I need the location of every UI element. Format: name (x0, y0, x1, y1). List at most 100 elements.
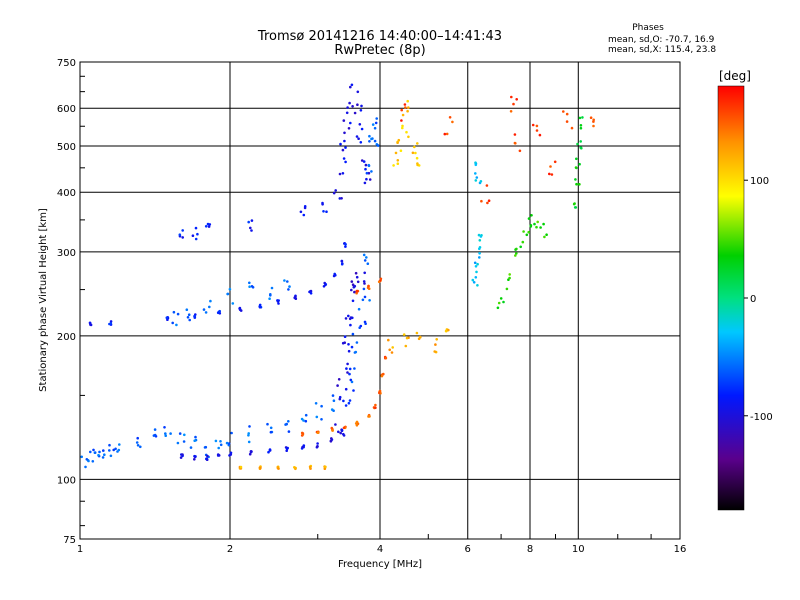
data-point (348, 367, 352, 371)
data-point (164, 432, 167, 435)
data-point (238, 307, 241, 310)
data-point (334, 189, 338, 192)
data-point (109, 322, 113, 325)
data-point (114, 447, 117, 451)
data-point (487, 199, 491, 202)
data-point (355, 424, 359, 427)
data-point (165, 316, 169, 320)
data-point (163, 426, 166, 429)
data-point (368, 299, 371, 302)
data-point (363, 181, 367, 185)
data-point (359, 109, 363, 112)
data-point (340, 259, 344, 263)
data-point (332, 399, 336, 403)
data-point (388, 348, 392, 352)
data-point (363, 259, 367, 262)
data-point (407, 135, 410, 139)
data-point (396, 162, 400, 165)
data-point (364, 163, 368, 167)
data-point (384, 356, 388, 360)
data-point (153, 428, 157, 431)
data-point (510, 95, 513, 99)
data-point (592, 120, 595, 123)
data-point (276, 299, 279, 302)
data-point (363, 282, 366, 285)
data-point (472, 281, 476, 284)
data-point (355, 289, 359, 293)
data-point (476, 284, 479, 287)
data-point (471, 278, 475, 282)
data-point (579, 126, 583, 130)
data-point (347, 349, 351, 353)
data-point (477, 233, 481, 237)
data-point (325, 210, 328, 213)
data-point (194, 237, 198, 241)
data-point (258, 303, 262, 307)
y-tick-label: 600 (57, 104, 76, 115)
data-point (239, 309, 243, 312)
data-point (475, 270, 478, 274)
data-point (353, 367, 356, 370)
data-point (342, 432, 345, 436)
data-point (189, 446, 193, 449)
data-point (248, 285, 251, 289)
data-point (367, 163, 371, 167)
data-point (352, 389, 355, 392)
data-point (329, 440, 333, 443)
data-point (577, 183, 581, 186)
data-point (364, 322, 367, 326)
data-point (269, 293, 272, 296)
colorbar-tick-label: 100 (750, 176, 769, 187)
data-point (343, 139, 346, 143)
data-point (178, 233, 182, 236)
data-point (339, 431, 343, 435)
data-point (186, 316, 190, 319)
data-point (347, 314, 350, 318)
data-point (109, 320, 113, 323)
data-point (266, 422, 269, 426)
data-point (178, 432, 182, 435)
data-point (87, 459, 90, 463)
data-point (108, 449, 111, 452)
data-point (351, 332, 355, 336)
data-point (565, 120, 569, 123)
data-point (353, 111, 357, 115)
data-point (344, 160, 347, 164)
data-point (344, 243, 347, 246)
data-point (287, 420, 290, 423)
data-point (570, 126, 574, 130)
grid (80, 62, 680, 539)
data-point (371, 137, 374, 140)
data-point (249, 226, 252, 230)
data-point (550, 173, 554, 176)
data-point (480, 199, 483, 203)
data-point (268, 297, 271, 301)
data-point (356, 90, 360, 94)
data-point (214, 439, 218, 443)
data-point (443, 132, 447, 136)
data-point (202, 308, 206, 311)
data-point (349, 378, 353, 382)
data-point (399, 149, 403, 152)
data-point (342, 399, 345, 403)
data-point (367, 284, 370, 288)
data-point (362, 160, 366, 163)
data-point (349, 323, 352, 327)
data-point (414, 151, 417, 155)
data-point (543, 235, 546, 239)
data-point (589, 116, 593, 119)
data-point (169, 432, 172, 435)
data-point (416, 142, 419, 145)
data-point (529, 224, 533, 227)
data-point (445, 132, 449, 136)
data-point (406, 99, 410, 103)
x-tick-label: 8 (527, 544, 533, 555)
data-point (217, 446, 220, 450)
data-point (508, 276, 511, 280)
data-point (139, 445, 142, 449)
data-point (371, 123, 375, 126)
data-point (474, 265, 478, 268)
data-point (378, 391, 381, 395)
data-point (179, 456, 183, 459)
data-point (578, 116, 582, 120)
